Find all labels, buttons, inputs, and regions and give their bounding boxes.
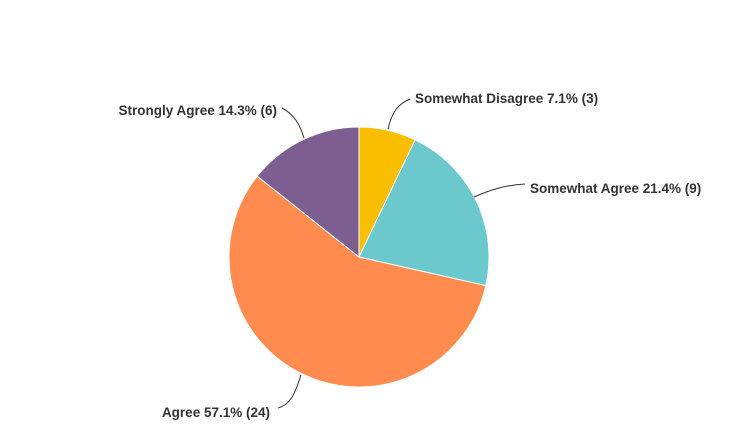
- pie-slice-somewhat-agree: [358, 139, 490, 287]
- slice-label: Somewhat Disagree 7.1% (3): [415, 91, 598, 106]
- slice-label: Strongly Agree 14.3% (6): [118, 103, 277, 118]
- pie-slice-strongly-agree: [256, 126, 360, 259]
- leader-line: [387, 98, 411, 130]
- leader-line: [277, 374, 302, 409]
- leader-line: [281, 107, 305, 139]
- leader-line: [473, 183, 526, 198]
- slice-label: Somewhat Agree 21.4% (9): [530, 181, 701, 196]
- slice-label: Agree 57.1% (24): [162, 405, 270, 420]
- pie-slice-agree: [228, 175, 487, 388]
